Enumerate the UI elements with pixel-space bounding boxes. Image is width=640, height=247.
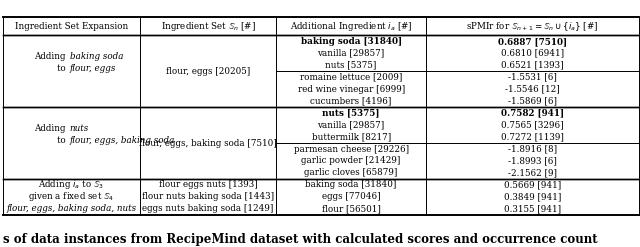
Text: garlic powder [21429]: garlic powder [21429] bbox=[301, 157, 401, 165]
Text: red wine vinegar [6999]: red wine vinegar [6999] bbox=[298, 85, 404, 94]
Text: 0.7582 [941]: 0.7582 [941] bbox=[500, 109, 564, 118]
Text: 0.5669 [941]: 0.5669 [941] bbox=[504, 181, 561, 189]
Text: parmesan cheese [29226]: parmesan cheese [29226] bbox=[294, 144, 409, 154]
Text: buttermilk [8217]: buttermilk [8217] bbox=[312, 133, 391, 142]
Text: -1.5531 [6]: -1.5531 [6] bbox=[508, 73, 557, 82]
Text: romaine lettuce [2009]: romaine lettuce [2009] bbox=[300, 73, 403, 82]
Text: to: to bbox=[57, 64, 68, 73]
Text: 0.3849 [941]: 0.3849 [941] bbox=[504, 192, 561, 201]
Text: given a fixed set $\mathbb{S}_4$: given a fixed set $\mathbb{S}_4$ bbox=[28, 190, 115, 204]
Text: 0.7565 [3296]: 0.7565 [3296] bbox=[501, 121, 564, 130]
Text: flour, eggs, baking soda [7510]: flour, eggs, baking soda [7510] bbox=[140, 139, 277, 147]
Text: 0.6887 [7510]: 0.6887 [7510] bbox=[498, 37, 567, 46]
Text: Adding $i_a$ to $\mathbb{S}_3$: Adding $i_a$ to $\mathbb{S}_3$ bbox=[38, 178, 104, 191]
Text: eggs nuts baking soda [1249]: eggs nuts baking soda [1249] bbox=[143, 205, 274, 213]
Text: Adding: Adding bbox=[34, 52, 68, 61]
Text: flour, eggs: flour, eggs bbox=[70, 64, 116, 73]
Text: nuts [5375]: nuts [5375] bbox=[326, 61, 377, 70]
Text: -1.8916 [8]: -1.8916 [8] bbox=[508, 144, 557, 154]
Text: nuts: nuts bbox=[70, 124, 89, 133]
Text: baking soda [31840]: baking soda [31840] bbox=[301, 37, 402, 46]
Text: flour, eggs, baking soda, nuts: flour, eggs, baking soda, nuts bbox=[6, 205, 136, 213]
Text: Ingredient Set $\mathbb{S}_n$ [#]: Ingredient Set $\mathbb{S}_n$ [#] bbox=[161, 20, 255, 33]
Text: flour nuts baking soda [1443]: flour nuts baking soda [1443] bbox=[142, 192, 274, 201]
Text: vanilla [29857]: vanilla [29857] bbox=[317, 121, 385, 130]
Text: to: to bbox=[57, 136, 68, 145]
Text: -2.1562 [9]: -2.1562 [9] bbox=[508, 168, 557, 178]
Text: 0.7272 [1139]: 0.7272 [1139] bbox=[501, 133, 564, 142]
Text: flour, eggs, baking soda: flour, eggs, baking soda bbox=[70, 136, 175, 145]
Text: baking soda: baking soda bbox=[70, 52, 123, 61]
Text: 0.3155 [941]: 0.3155 [941] bbox=[504, 205, 561, 213]
Text: cucumbers [4196]: cucumbers [4196] bbox=[310, 97, 392, 106]
Text: Adding: Adding bbox=[34, 124, 68, 133]
Text: flour, eggs [20205]: flour, eggs [20205] bbox=[166, 67, 250, 76]
Text: vanilla [29857]: vanilla [29857] bbox=[317, 49, 385, 58]
Text: -1.8993 [6]: -1.8993 [6] bbox=[508, 157, 557, 165]
Text: 0.6521 [1393]: 0.6521 [1393] bbox=[501, 61, 564, 70]
Text: baking soda [31840]: baking soda [31840] bbox=[305, 181, 397, 189]
Text: Ingredient Set Expansion: Ingredient Set Expansion bbox=[15, 22, 128, 31]
Text: sPMIr for $\mathbb{S}_{n+1} = \mathbb{S}_n \cup \{i_a\}$ [#]: sPMIr for $\mathbb{S}_{n+1} = \mathbb{S}… bbox=[466, 20, 598, 33]
Text: eggs [77046]: eggs [77046] bbox=[322, 192, 380, 201]
Text: flour [56501]: flour [56501] bbox=[322, 205, 381, 213]
Text: nuts [5375]: nuts [5375] bbox=[323, 109, 380, 118]
Text: garlic cloves [65879]: garlic cloves [65879] bbox=[305, 168, 398, 178]
Text: flour eggs nuts [1393]: flour eggs nuts [1393] bbox=[159, 181, 257, 189]
Text: s of data instances from RecipeMind dataset with calculated scores and occurrenc: s of data instances from RecipeMind data… bbox=[3, 233, 598, 246]
Text: -1.5546 [12]: -1.5546 [12] bbox=[505, 85, 559, 94]
Text: Additional Ingredient $i_a$ [#]: Additional Ingredient $i_a$ [#] bbox=[290, 20, 412, 33]
Text: -1.5869 [6]: -1.5869 [6] bbox=[508, 97, 557, 106]
Text: 0.6810 [6941]: 0.6810 [6941] bbox=[500, 49, 564, 58]
